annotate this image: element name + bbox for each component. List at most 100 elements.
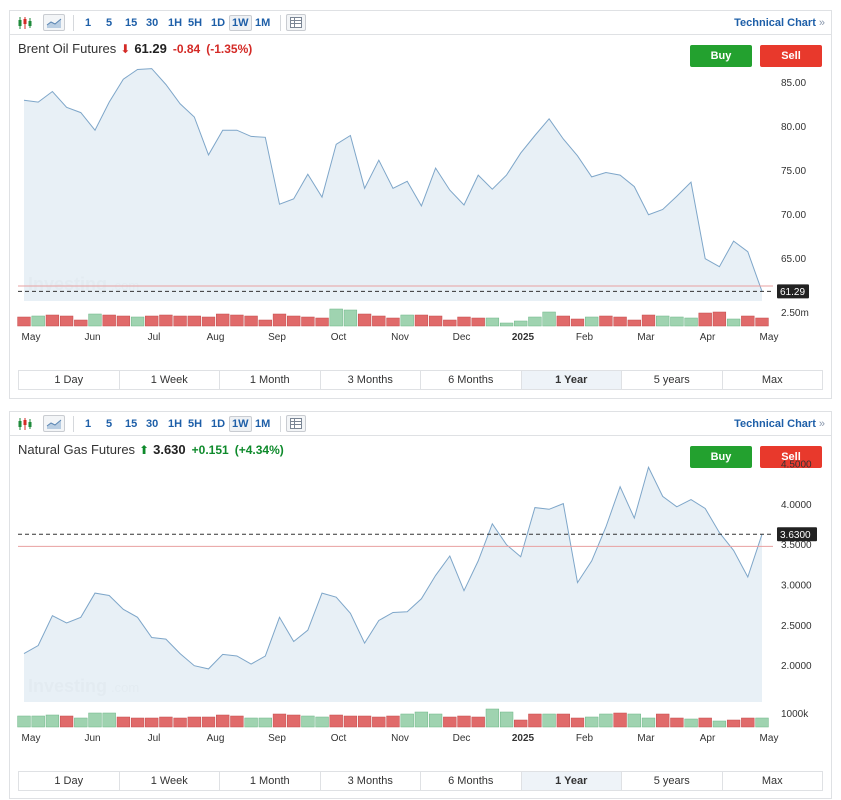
interval-1h[interactable]: 1H — [168, 17, 183, 29]
volume-bar — [201, 716, 216, 728]
volume-bar — [443, 319, 457, 327]
volume-bar — [556, 713, 570, 728]
volume-bar — [145, 315, 159, 327]
range-1-week[interactable]: 1 Week — [120, 772, 220, 790]
range-6-months[interactable]: 6 Months — [421, 772, 522, 790]
chevron-right-icon: » — [818, 418, 825, 430]
volume-bar — [528, 713, 542, 728]
volume-bar — [159, 716, 173, 728]
interval-1m[interactable]: 1M — [255, 418, 271, 430]
y-tick-label: 3.0000 — [781, 581, 812, 592]
x-tick-label: Oct — [331, 332, 347, 343]
volume-bar — [726, 318, 741, 327]
interval-30[interactable]: 30 — [146, 17, 159, 29]
range-1-day[interactable]: 1 Day — [19, 772, 120, 790]
x-tick-label: 2025 — [512, 733, 535, 744]
sell-button[interactable]: Sell — [760, 446, 822, 468]
volume-bar — [88, 712, 102, 728]
range-3-months[interactable]: 3 Months — [321, 371, 421, 389]
range-3-months[interactable]: 3 Months — [321, 772, 421, 790]
range-1-year[interactable]: 1 Year — [521, 772, 622, 790]
range-max[interactable]: Max — [761, 775, 783, 787]
buy-button[interactable]: Buy — [690, 446, 752, 468]
volume-bar — [31, 315, 45, 327]
technical-chart-link[interactable]: Technical Chart» — [734, 16, 825, 30]
x-tick-label: Sep — [268, 332, 286, 343]
volume-bar — [443, 716, 457, 728]
price-chart: Investing.com65.0070.0075.0080.0085.0061… — [17, 68, 809, 343]
volume-bar — [187, 716, 201, 728]
area-chart-icon[interactable] — [43, 14, 65, 31]
volume-bar — [613, 316, 627, 327]
volume-bar — [499, 711, 514, 728]
interval-30[interactable]: 30 — [146, 418, 159, 430]
volume-bar — [712, 720, 727, 728]
interval-1[interactable]: 1 — [85, 17, 92, 29]
interval-5[interactable]: 5 — [106, 418, 113, 430]
range-max[interactable]: Max — [761, 374, 783, 386]
volume-bar — [741, 315, 755, 327]
range-5-years[interactable]: 5 years — [622, 772, 723, 790]
technical-chart-label: Technical Chart — [734, 418, 816, 430]
volume-bar — [301, 316, 315, 327]
volume-bar — [216, 714, 230, 728]
y-tick-label: 85.00 — [781, 78, 806, 89]
data-table-icon[interactable] — [286, 14, 306, 31]
interval-1[interactable]: 1 — [85, 418, 92, 430]
volume-bar — [613, 712, 627, 728]
interval-1d[interactable]: 1D — [211, 17, 226, 29]
volume-bar — [31, 715, 45, 728]
x-tick-label: Nov — [391, 733, 409, 744]
interval-1m[interactable]: 1M — [255, 17, 271, 29]
technical-chart-label: Technical Chart — [734, 17, 816, 29]
candlestick-chart-icon[interactable] — [15, 14, 35, 31]
last-price-badge-label: 3.6300 — [780, 530, 811, 541]
x-tick-label: May — [760, 733, 779, 744]
x-tick-label: May — [22, 332, 41, 343]
x-tick-label: Apr — [700, 733, 716, 744]
volume-bar — [485, 708, 500, 728]
volume-bar — [244, 717, 258, 728]
y-tick-label: 65.00 — [781, 254, 806, 265]
interval-1w[interactable]: 1W — [229, 416, 252, 432]
interval-15[interactable]: 15 — [125, 17, 138, 29]
interval-1h[interactable]: 1H — [168, 418, 183, 430]
volume-bar — [641, 314, 656, 327]
range-6-months[interactable]: 6 Months — [421, 371, 522, 389]
interval-1d[interactable]: 1D — [211, 418, 226, 430]
candlestick-chart-icon[interactable] — [15, 415, 35, 432]
x-tick-label: May — [22, 733, 41, 744]
x-tick-label: Feb — [576, 332, 594, 343]
volume-bar — [272, 313, 287, 327]
sell-button[interactable]: Sell — [760, 45, 822, 67]
interval-5h[interactable]: 5H — [188, 418, 203, 430]
volume-bar — [400, 314, 414, 327]
range-1-day[interactable]: 1 Day — [19, 371, 120, 389]
interval-1w[interactable]: 1W — [229, 15, 252, 31]
range-1-week[interactable]: 1 Week — [120, 371, 220, 389]
chevron-right-icon: » — [818, 17, 825, 29]
interval-15[interactable]: 15 — [125, 418, 138, 430]
area-chart-icon[interactable] — [43, 415, 65, 432]
instrument-name: Natural Gas Futures — [18, 442, 136, 457]
x-tick-label: Jul — [148, 733, 161, 744]
volume-axis-label: 1000k — [781, 709, 809, 720]
range-1-year[interactable]: 1 Year — [521, 371, 622, 389]
buy-button[interactable]: Buy — [690, 45, 752, 67]
range-1-month[interactable]: 1 Month — [220, 772, 321, 790]
volume-bar — [627, 713, 641, 728]
range-1-month[interactable]: 1 Month — [220, 371, 321, 389]
technical-chart-link[interactable]: Technical Chart» — [734, 417, 825, 431]
volume-bar — [315, 317, 329, 327]
volume-bar — [471, 716, 485, 728]
interval-5h[interactable]: 5H — [188, 17, 203, 29]
data-table-icon[interactable] — [286, 415, 306, 432]
volume-bar — [514, 719, 528, 728]
volume-bar — [173, 315, 187, 327]
volume-bar — [216, 313, 230, 327]
interval-5[interactable]: 5 — [106, 17, 113, 29]
range-5-years[interactable]: 5 years — [622, 371, 723, 389]
price-chart: Investing.com2.00002.50003.00003.50004.0… — [17, 460, 817, 744]
last-price-badge — [777, 527, 817, 542]
volume-axis-label: 2.50m — [781, 308, 809, 319]
